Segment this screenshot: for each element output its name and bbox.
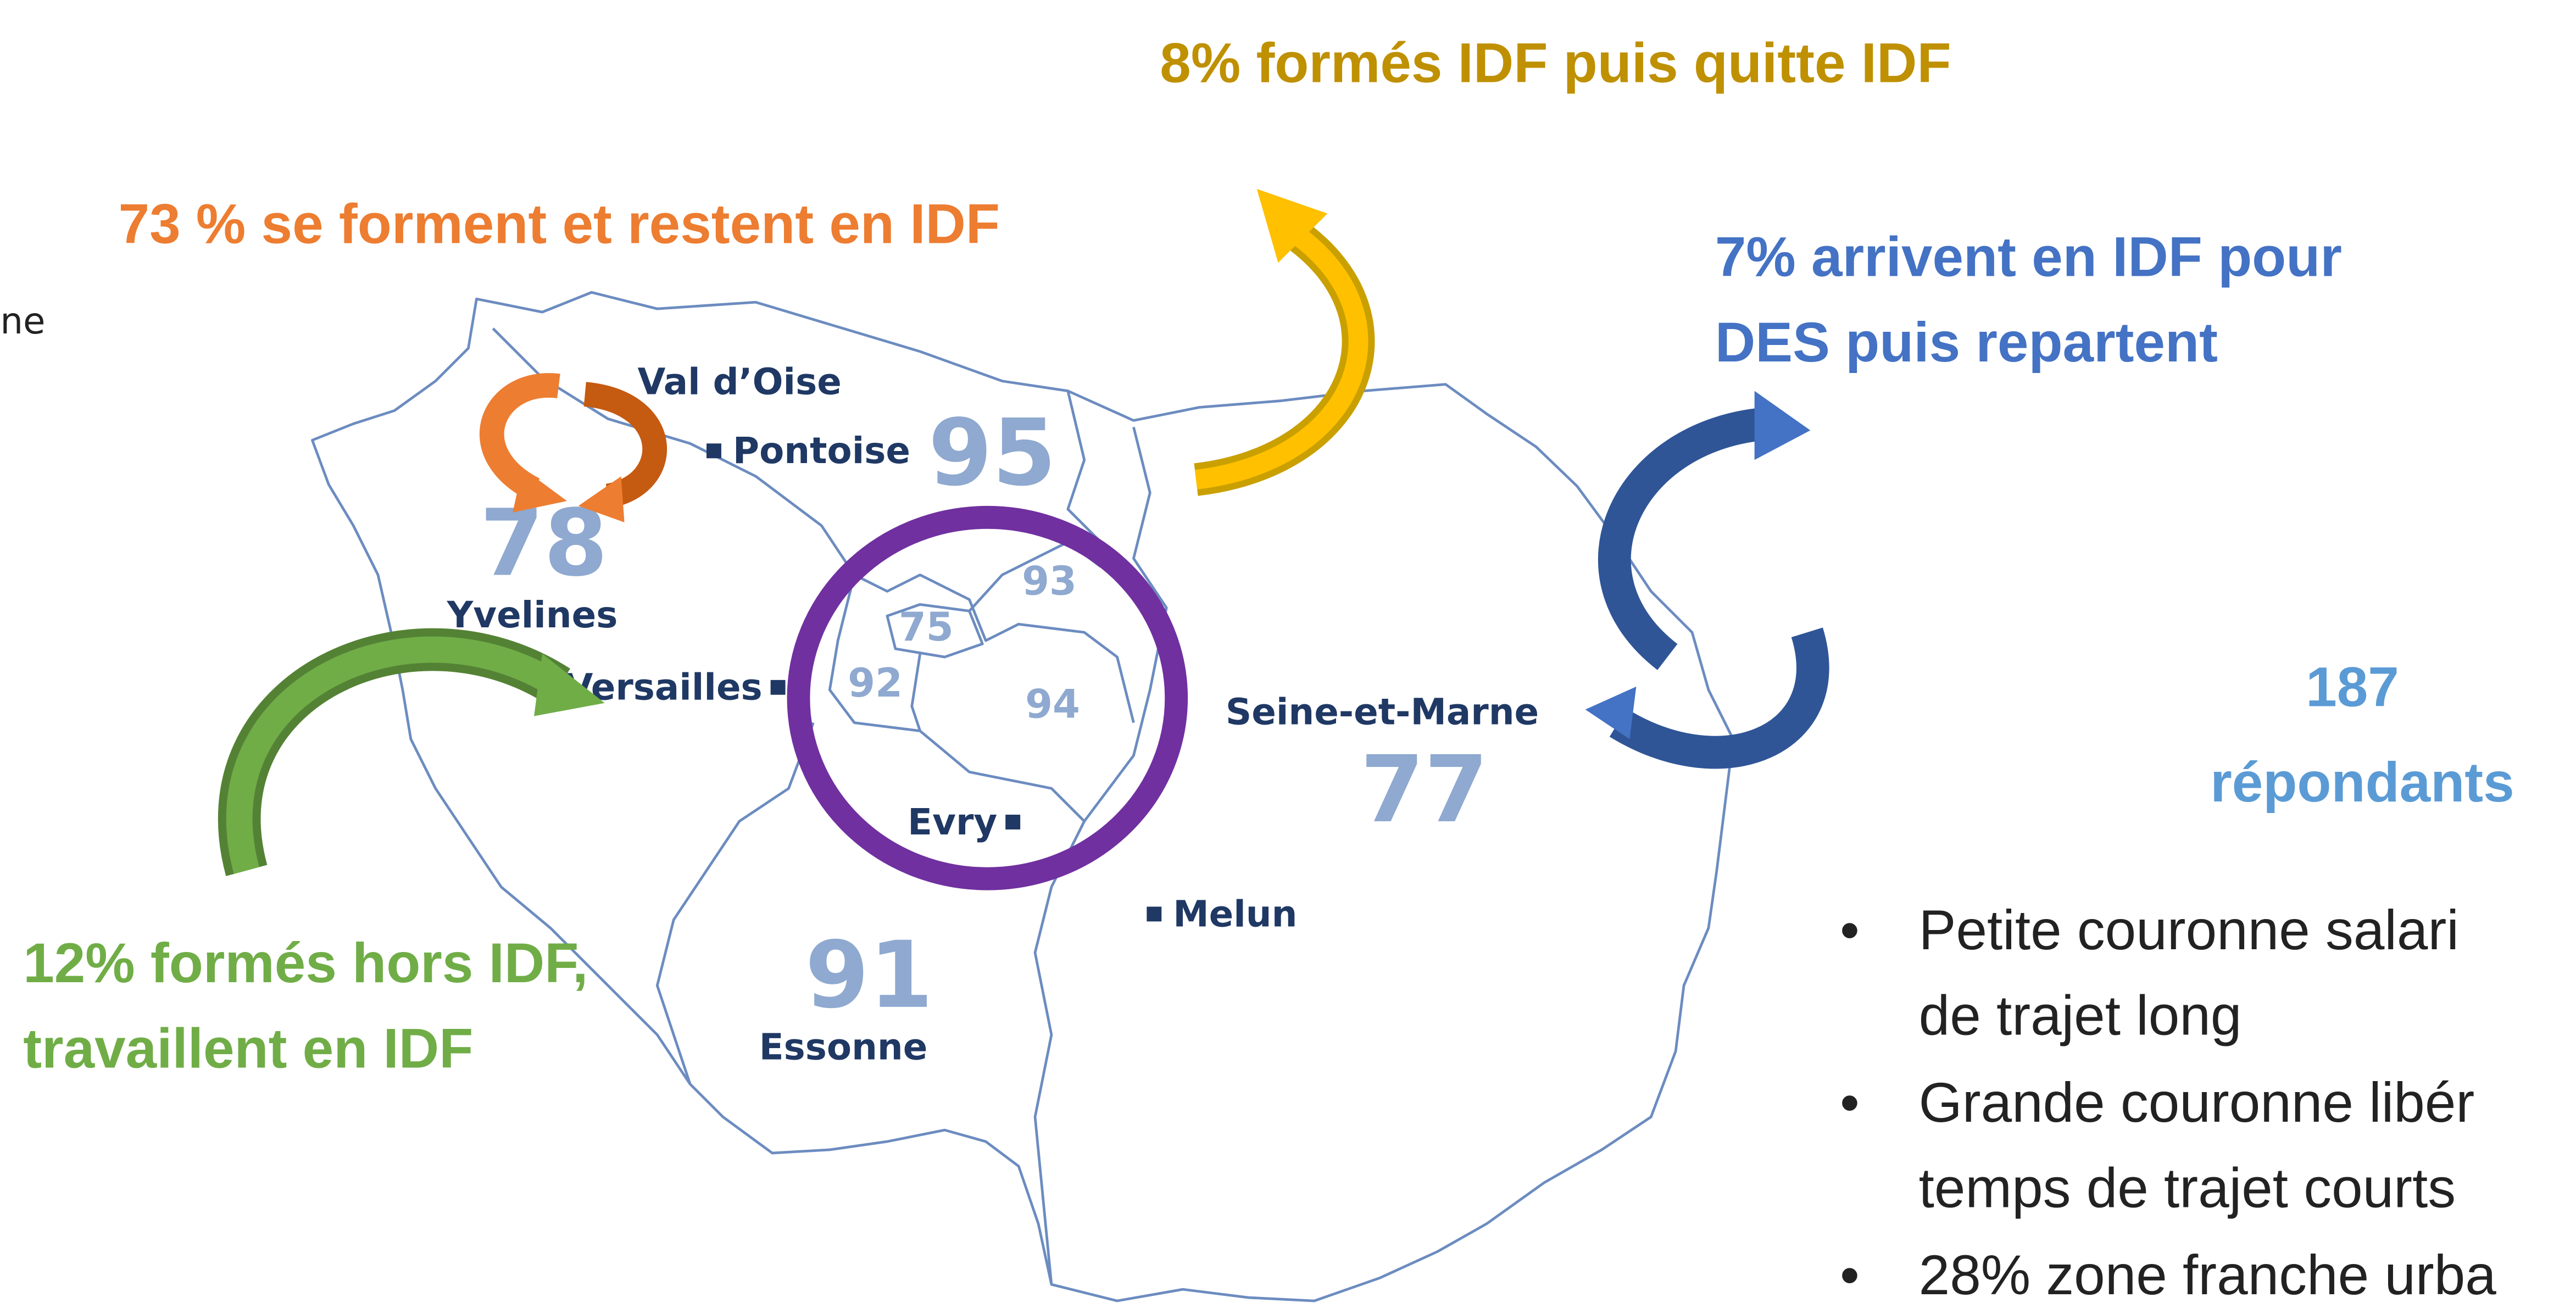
city-name: Pontoise	[733, 430, 910, 472]
respondents: 187	[2306, 656, 2399, 719]
respondents: répondants	[2210, 751, 2514, 814]
dept-border	[655, 722, 815, 1085]
bullet-text: 28% zone franche urba	[1919, 1244, 2497, 1306]
bullet-text: Grande couronne libér	[1919, 1071, 2475, 1134]
annotation: 8% formés IDF puis quitte IDF	[1160, 31, 1951, 94]
city-name: Melun	[1173, 893, 1297, 935]
petite-couronne-circle	[787, 505, 1188, 890]
annotation: 7% arrivent en IDF pour	[1715, 225, 2342, 288]
dept-number: 93	[1022, 558, 1077, 604]
city-name: Evry	[908, 801, 997, 843]
dept-border	[910, 653, 922, 732]
annotation: 73 % se forment et restent en IDF	[119, 193, 1000, 255]
blue-arrows	[1585, 391, 1829, 769]
dept-border	[1033, 426, 1168, 1285]
bullet: •	[1840, 899, 1860, 961]
dept-name: Seine-et-Marne	[1226, 691, 1539, 733]
city-dot	[1005, 815, 1021, 829]
annotation: travaillent en IDF	[23, 1017, 473, 1080]
dept-number: 91	[805, 922, 933, 1029]
dept-name: Essonne	[759, 1026, 928, 1068]
dept-name: Yvelines	[447, 594, 618, 636]
dept-border	[854, 574, 1135, 723]
green-arrow	[218, 628, 605, 876]
dept-number: 75	[899, 604, 954, 650]
city-dot	[1147, 906, 1162, 922]
bullet: •	[1840, 1071, 1860, 1134]
dept-number: 77	[1360, 737, 1488, 843]
dept-number: 95	[928, 400, 1056, 506]
bullet: •	[1840, 1244, 1860, 1306]
dept-name: Val d’Oise	[637, 361, 841, 403]
dept-number: 94	[1025, 681, 1080, 727]
annotation: DES puis repartent	[1715, 311, 2218, 374]
city-dot	[770, 680, 786, 695]
dept-border	[886, 603, 984, 659]
bullet-text: Petite couronne salari	[1919, 899, 2459, 961]
dept-border	[828, 574, 1086, 822]
orange-loop-arrows	[480, 373, 667, 522]
dept-number: 92	[848, 660, 903, 706]
dept-border	[1066, 391, 1102, 543]
bullet-text: temps de trajet courts	[1919, 1157, 2456, 1220]
bullet-text: de trajet long	[1919, 984, 2242, 1047]
city-dot	[706, 443, 721, 459]
yellow-arrow	[1194, 188, 1375, 496]
text-fragment: ne	[0, 300, 45, 342]
region-outline	[311, 291, 1735, 1302]
annotation: 12% formés hors IDF,	[23, 932, 588, 994]
